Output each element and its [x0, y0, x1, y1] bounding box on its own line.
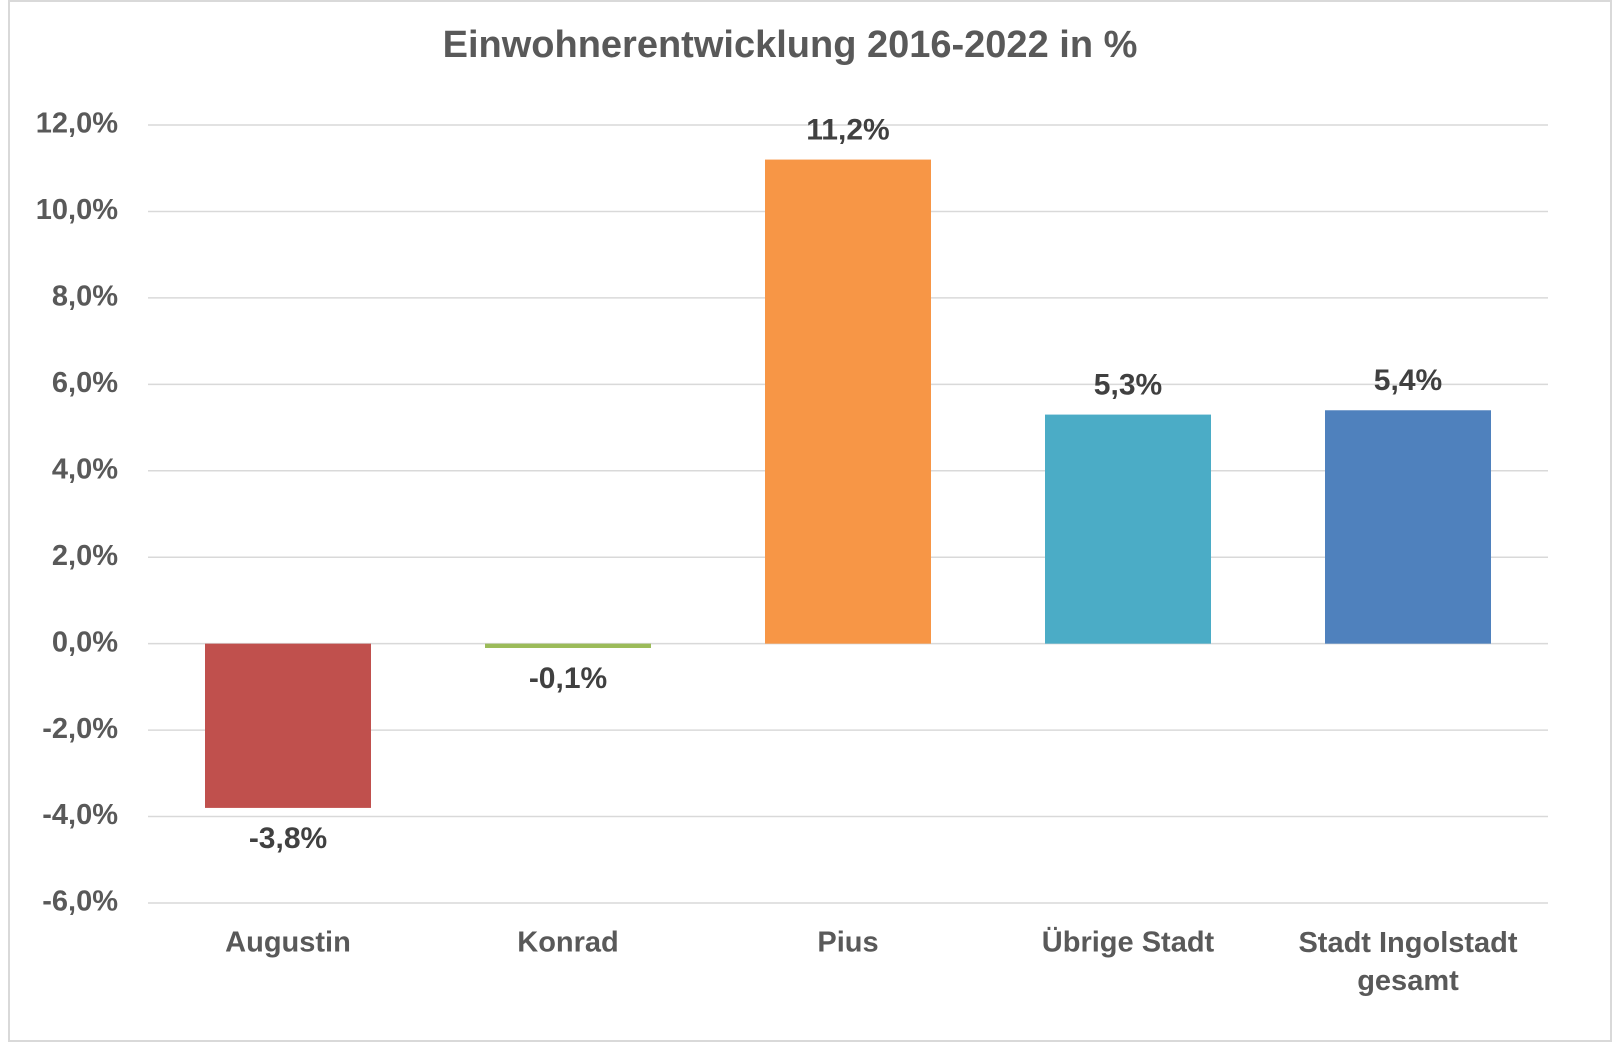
y-tick-label: 0,0% [52, 626, 118, 658]
data-label: 11,2% [806, 113, 889, 146]
y-tick-label: 6,0% [52, 367, 118, 399]
bar [765, 159, 931, 644]
y-tick-label: 2,0% [52, 540, 118, 572]
x-tick-label: Augustin [225, 927, 351, 959]
data-label: 5,3% [1094, 369, 1162, 402]
data-label: -3,8% [249, 822, 327, 855]
y-tick-label: -6,0% [42, 886, 118, 918]
x-tick-label: Übrige Stadt [1042, 926, 1215, 959]
y-tick-label: -4,0% [42, 799, 118, 831]
bar [1045, 414, 1211, 644]
x-tick-label-line: gesamt [1357, 965, 1459, 997]
data-label: -0,1% [529, 662, 607, 695]
bar [1325, 410, 1491, 644]
x-tick-label: Stadt Ingolstadt gesamt [1298, 927, 1517, 997]
x-tick-label: Pius [817, 927, 878, 959]
y-tick-label: -2,0% [42, 713, 118, 745]
y-tick-label: 10,0% [36, 194, 118, 226]
x-tick-label: Konrad [517, 927, 619, 959]
data-label: 5,4% [1374, 364, 1442, 397]
y-tick-label: 12,0% [36, 108, 118, 140]
chart-title: Einwohnerentwicklung 2016-2022 in % [443, 24, 1138, 66]
y-tick-label: 8,0% [52, 281, 118, 313]
y-tick-label: 4,0% [52, 453, 118, 485]
bar [485, 643, 651, 648]
x-tick-label-line: Stadt Ingolstadt [1298, 927, 1517, 959]
bar [205, 643, 371, 808]
